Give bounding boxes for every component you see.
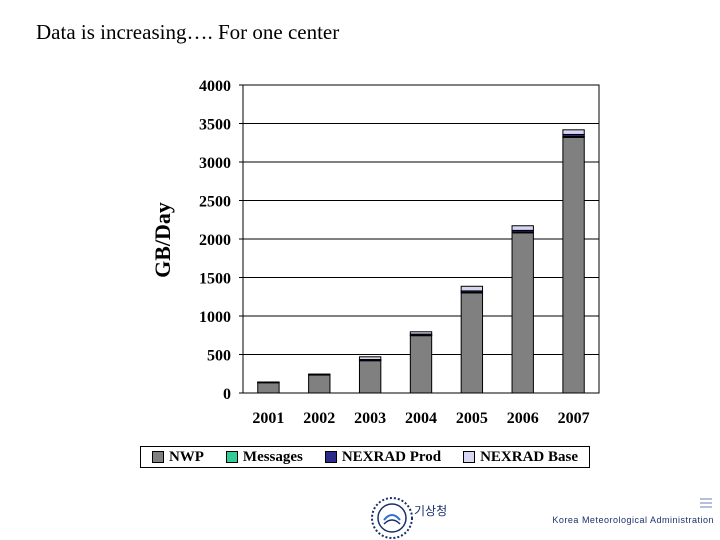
y-tick-label: 3500 — [199, 117, 231, 134]
bar-nwp-2002 — [308, 374, 331, 394]
bar-nwp-2006 — [511, 232, 534, 394]
legend-label-nexrad-prod: NEXRAD Prod — [341, 448, 442, 465]
y-tick-label: 2500 — [199, 194, 231, 211]
legend-item-nexrad-prod: NEXRAD Prod — [324, 448, 442, 466]
legend-label-nexrad-base: NEXRAD Base — [480, 448, 579, 465]
y-axis-label: GB/Day — [150, 202, 175, 278]
legend-swatch-messages — [225, 451, 238, 463]
bar-nexrad-base-2007 — [562, 129, 585, 135]
chart-legend: NWP Messages NEXRAD Prod NEXRAD Base — [140, 446, 590, 468]
footer-korean-name: 기상청 — [414, 504, 448, 518]
bar-nwp-2003 — [358, 360, 382, 394]
x-tick-label: 2004 — [405, 410, 437, 427]
legend-item-messages: Messages — [225, 448, 303, 466]
legend-item-nexrad-base: NEXRAD Base — [463, 449, 578, 466]
x-tick-label: 2007 — [558, 410, 590, 427]
y-tick-label: 500 — [207, 348, 231, 365]
legend-swatch-nexrad-prod — [324, 451, 337, 463]
x-tick-label: 2003 — [354, 410, 386, 427]
y-tick-label: 0 — [223, 386, 231, 403]
bar-nwp-2004 — [409, 335, 433, 394]
legend-label-messages: Messages — [242, 448, 303, 465]
legend-swatch-nexrad-base — [463, 451, 476, 463]
y-tick-label: 1500 — [199, 271, 231, 288]
x-tick-label: 2005 — [456, 410, 488, 427]
x-tick-label: 2001 — [252, 410, 284, 427]
legend-label-nwp: NWP — [168, 448, 204, 465]
x-tick-label: 2002 — [303, 410, 335, 427]
x-tick-label: 2006 — [507, 410, 539, 427]
corner-mark-icon — [700, 498, 712, 508]
y-tick-label: 3000 — [199, 155, 231, 172]
footer-org-name: Korea Meteorological Administration — [552, 515, 714, 525]
legend-swatch-nwp — [151, 451, 164, 463]
bar-nwp-2007 — [562, 136, 585, 394]
bar-nexrad-prod-2001 — [257, 381, 280, 383]
slide-title: Data is increasing…. For one center — [36, 20, 340, 44]
kma-emblem-icon — [371, 497, 413, 539]
bar-nexrad-base-2005 — [460, 285, 484, 292]
y-tick-label: 4000 — [199, 78, 231, 95]
legend-item-nwp: NWP — [151, 448, 204, 466]
y-tick-label: 1000 — [199, 309, 231, 326]
bar-nexrad-base-2006 — [511, 225, 534, 231]
bar-nexrad-base-2003 — [358, 356, 382, 361]
bar-nwp-2001 — [257, 382, 280, 394]
bar-nexrad-base-2004 — [409, 331, 433, 335]
bar-nexrad-prod-2002 — [308, 373, 331, 376]
bar-nwp-2005 — [460, 292, 484, 394]
y-tick-label: 2000 — [199, 232, 231, 249]
